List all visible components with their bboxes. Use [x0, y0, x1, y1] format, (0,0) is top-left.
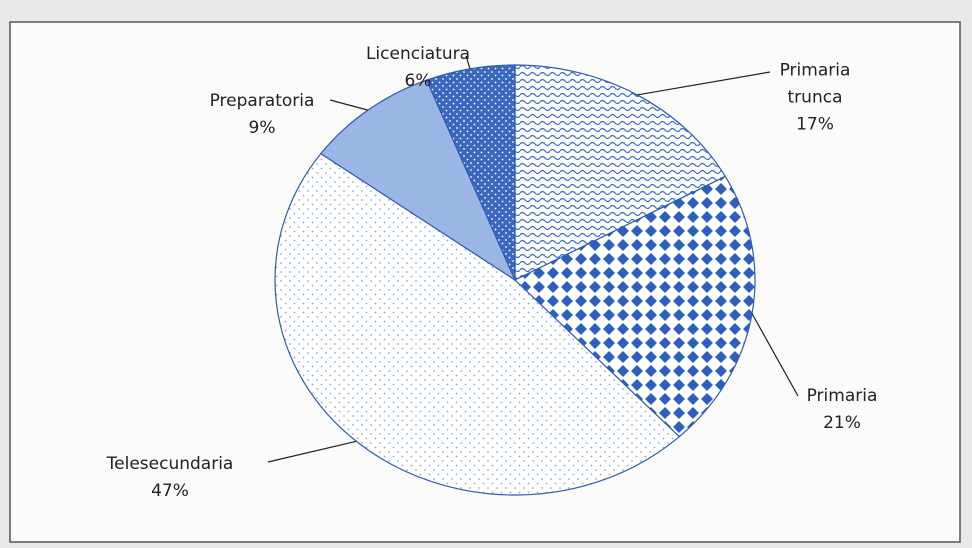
leader-line: [267, 440, 357, 463]
slice-label: Primaria trunca 17%: [765, 58, 865, 139]
pie-slice: [319, 79, 517, 282]
value-label: 17%: [796, 114, 834, 135]
category-label: Preparatoria: [209, 91, 315, 111]
leader-line: [329, 99, 369, 111]
value-label: 21%: [823, 413, 861, 433]
slice-label: Primaria 21%: [807, 383, 878, 437]
slice-label: Preparatoria 9%: [210, 88, 315, 142]
pie-slice: [513, 175, 756, 438]
category-label: Telesecundaria: [106, 454, 234, 474]
pie-slice: [274, 152, 681, 496]
leader-line: [637, 71, 771, 96]
category-label: Licenciatura: [365, 44, 471, 64]
leader-line: [465, 55, 471, 69]
category-label: Primaria: [806, 386, 878, 406]
leader-line: [751, 313, 799, 397]
value-label: 9%: [248, 118, 276, 138]
slice-label: Licenciatura 6%: [366, 41, 470, 95]
value-label: 47%: [151, 481, 189, 501]
value-label: 6%: [404, 71, 432, 91]
slice-label: Telesecundaria 47%: [107, 451, 234, 505]
category-label: Primaria trunca: [779, 60, 851, 108]
